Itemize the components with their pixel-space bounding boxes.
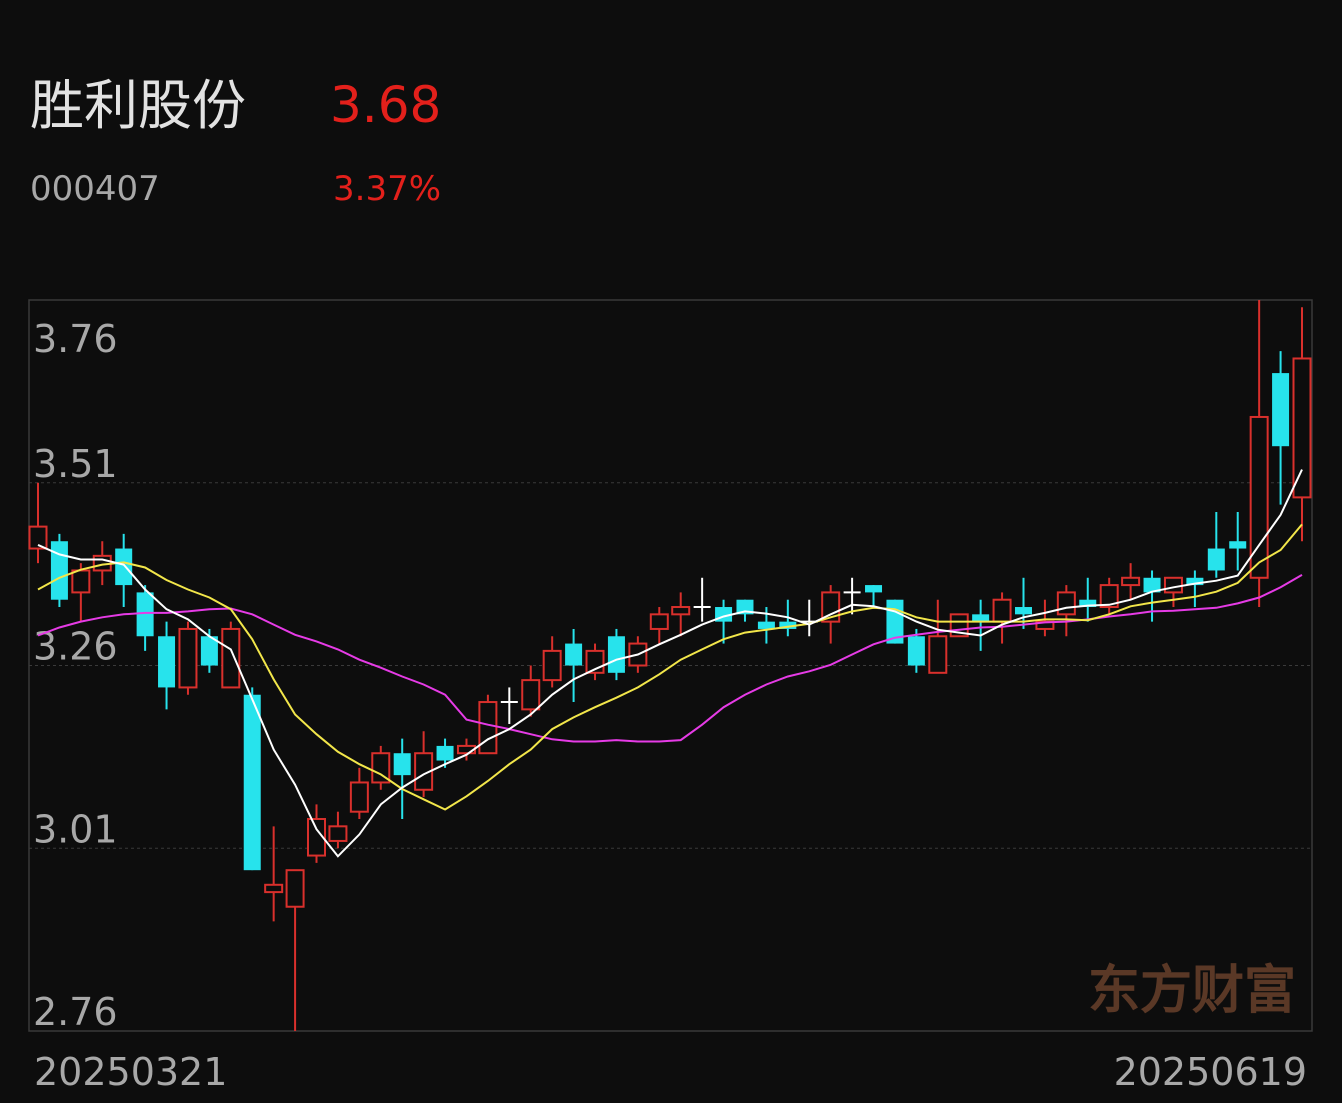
candle-body (972, 614, 990, 622)
candle-body (478, 701, 498, 755)
candle-body (414, 752, 434, 791)
candle-body (28, 525, 48, 550)
candle-body (521, 679, 541, 711)
candle-body (200, 636, 218, 666)
candle-body (1186, 577, 1204, 586)
candle-body (736, 599, 754, 615)
y-tick-label: 3.01 (33, 807, 118, 851)
y-tick-label: 3.76 (33, 317, 118, 361)
y-tick-label: 2.76 (33, 990, 118, 1034)
candle-body (285, 869, 305, 908)
candle-body (992, 598, 1012, 623)
candle-body (542, 649, 562, 682)
candle-body (71, 569, 91, 594)
stock-code: 000407 (30, 169, 160, 209)
candle-body (243, 694, 261, 871)
candle-body (757, 621, 775, 629)
stock-price: 3.68 (330, 76, 441, 134)
candle-body (1229, 541, 1247, 549)
candle-body (158, 636, 176, 688)
candle-body (136, 592, 154, 637)
candle-body (1099, 584, 1119, 609)
candle-body (1121, 576, 1141, 587)
candle-body (1143, 577, 1161, 593)
candle-body (1079, 599, 1097, 608)
candle-body (865, 585, 883, 593)
candle-body (779, 621, 797, 629)
candle-body (328, 825, 348, 842)
candle-body (1056, 591, 1076, 616)
x-tick-label: 20250321 (34, 1050, 227, 1094)
candle-body (649, 613, 669, 630)
candle-body (436, 745, 454, 761)
candle-body (1272, 373, 1290, 447)
candle-body (50, 541, 68, 600)
watermark: 东方财富 (1088, 961, 1296, 1021)
candle-body (349, 781, 369, 813)
y-tick-label: 3.26 (33, 625, 118, 669)
candle-body (264, 883, 284, 894)
candle-body (1014, 607, 1032, 615)
candle-body (1163, 576, 1183, 594)
price-change: 3.37% (333, 169, 441, 209)
moving-average-line (37, 469, 1303, 858)
candle-body (821, 591, 841, 623)
stock-name: 胜利股份 (30, 74, 246, 137)
candle-body (221, 627, 241, 689)
moving-average-line (37, 523, 1303, 811)
candle-body (178, 627, 198, 689)
candle-body (607, 636, 625, 673)
candle-body (371, 752, 391, 784)
x-tick-label: 20250619 (1114, 1050, 1307, 1094)
candle-body (565, 643, 583, 666)
y-tick-label: 3.51 (33, 442, 118, 486)
candle-body (1292, 357, 1312, 499)
candle-body (393, 753, 411, 776)
candle-body (671, 606, 691, 616)
candle-body (907, 636, 925, 666)
candle-body (1207, 548, 1225, 571)
candle-body (307, 818, 327, 857)
candle-body (928, 635, 948, 674)
candle-body (115, 548, 133, 586)
